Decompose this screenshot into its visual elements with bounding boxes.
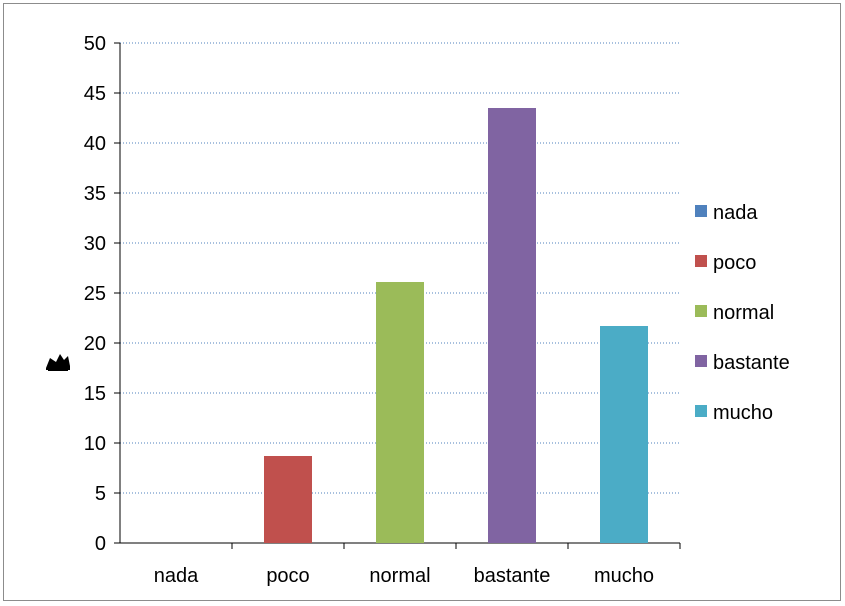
y-tick-label: 15 [84,383,106,405]
y-tick-label: 5 [95,483,106,505]
legend-swatch [695,205,707,217]
y-axis-label-icon [46,354,70,371]
legend-swatch [695,255,707,267]
legend-label: mucho [713,402,773,424]
legend: nada poco normal bastante mucho [695,202,790,424]
x-tick-label: nada [154,565,199,587]
y-tick-label: 50 [84,33,106,55]
bar-mucho [600,326,648,543]
bar-poco [264,456,312,543]
x-tick-label: poco [266,565,309,587]
y-tick-label: 40 [84,133,106,155]
legend-label: bastante [713,352,790,374]
y-tick-label: 25 [84,283,106,305]
y-tick-label: 30 [84,233,106,255]
x-tick-label: bastante [474,565,551,587]
bar-normal [376,282,424,543]
x-tick-labels: nada poco normal bastante mucho [154,565,654,587]
x-tick-label: normal [369,565,430,587]
legend-label: poco [713,252,756,274]
legend-swatch [695,305,707,317]
legend-swatch [695,355,707,367]
bars [264,108,648,543]
y-tick-label: 45 [84,83,106,105]
legend-label: normal [713,302,774,324]
y-tick-label: 35 [84,183,106,205]
y-tick-labels: 0 5 10 15 20 25 30 35 40 45 50 [84,33,106,555]
bar-bastante [488,108,536,543]
x-tick-label: mucho [594,565,654,587]
legend-label: nada [713,202,758,224]
y-tick-label: 0 [95,533,106,555]
legend-swatch [695,405,707,417]
y-tick-label: 10 [84,433,106,455]
y-tick-label: 20 [84,333,106,355]
